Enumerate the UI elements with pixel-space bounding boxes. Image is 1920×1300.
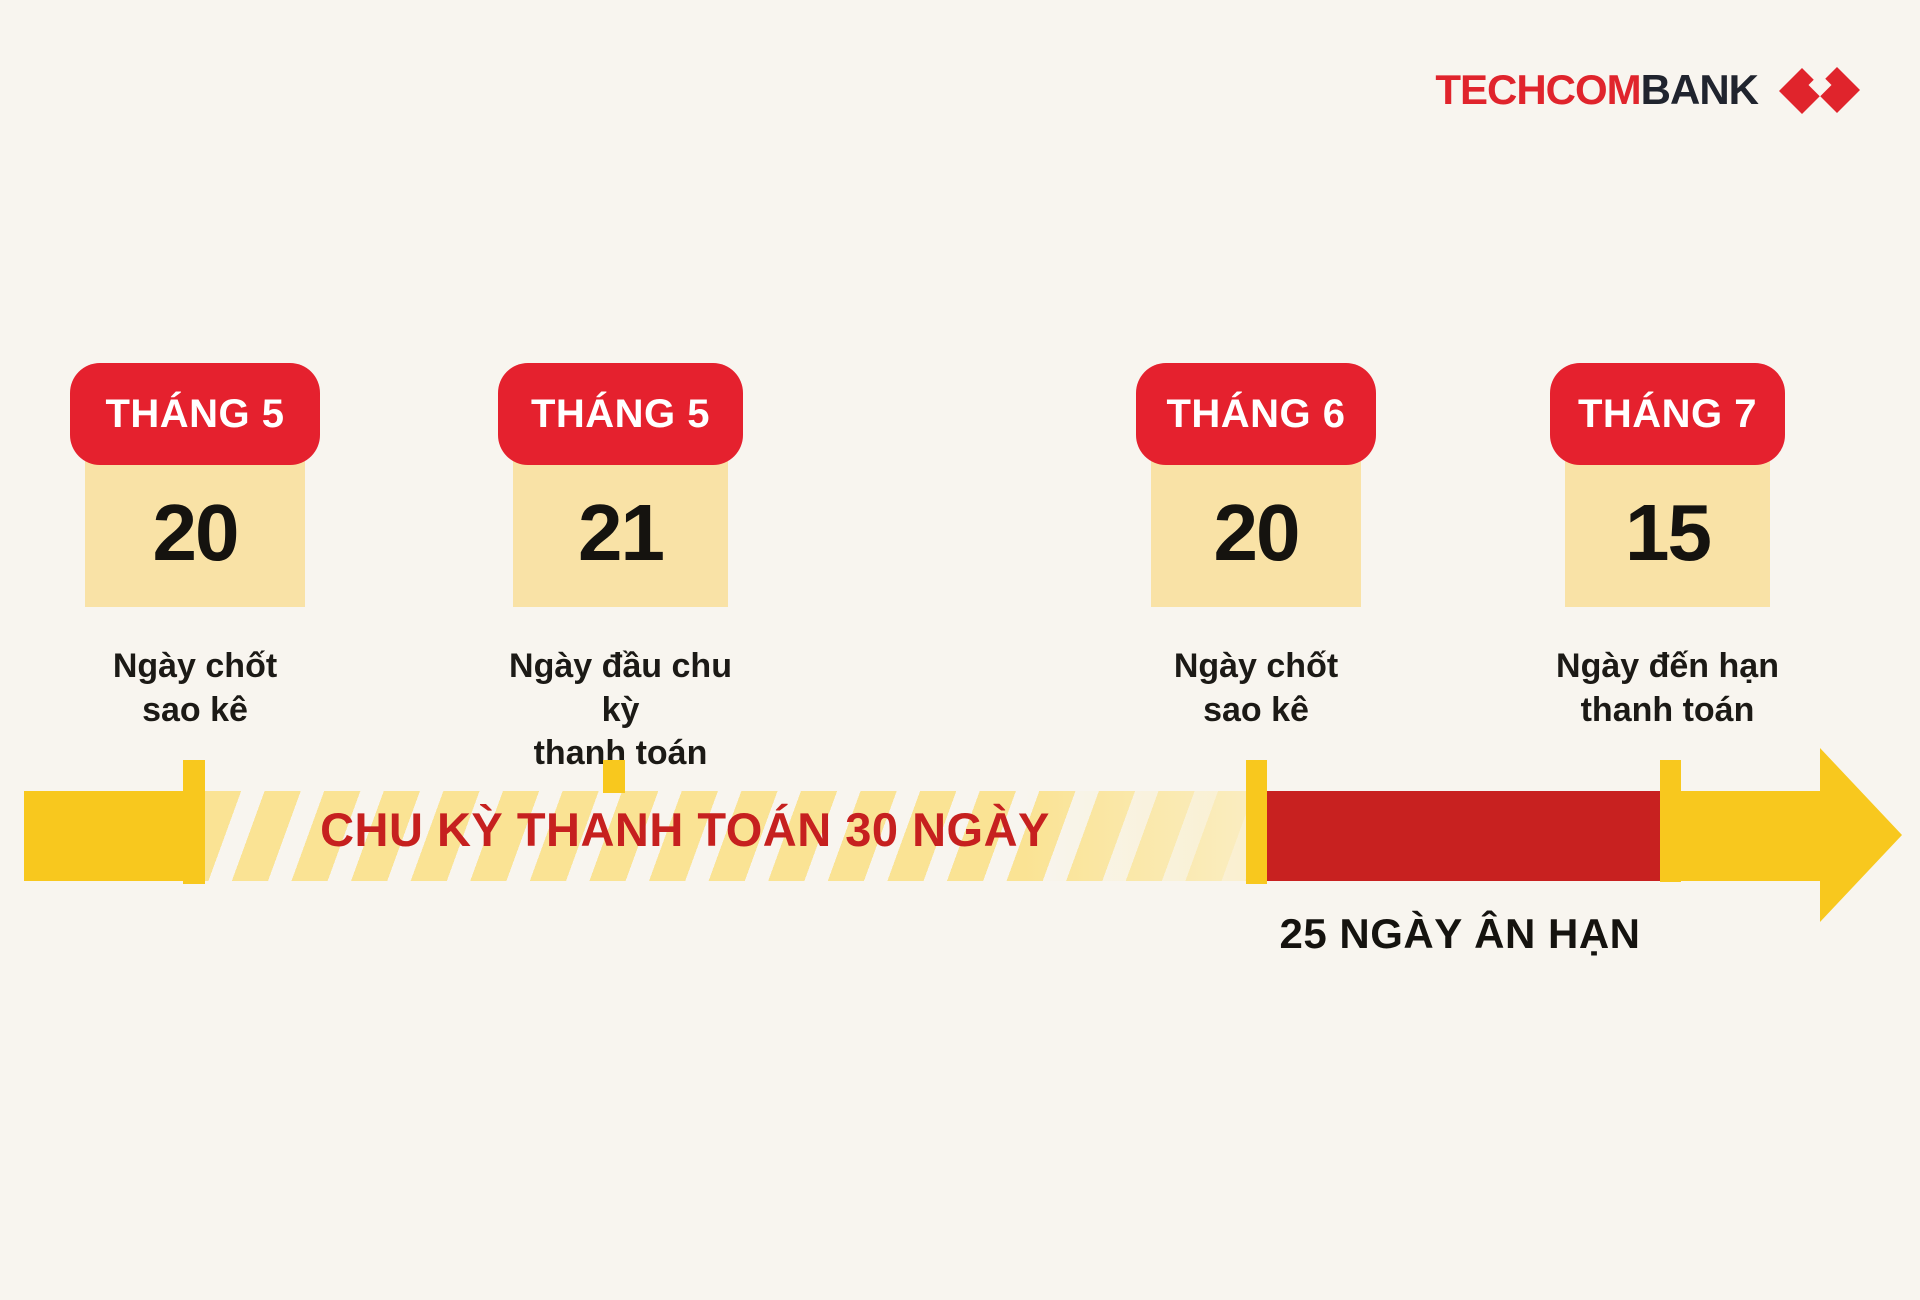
caption-line-1: Ngày đầu chu kỳ xyxy=(509,647,732,729)
card-caption: Ngày chốt sao kê xyxy=(1136,645,1376,732)
day-number: 21 xyxy=(513,459,728,607)
logo-text-bank: BANK xyxy=(1640,66,1759,113)
month-pill: THÁNG 5 xyxy=(498,363,743,465)
timeline-tick-statement-may xyxy=(183,760,205,884)
calendar-card-due-date: THÁNG 7 15 Ngày đến hạn thanh toán xyxy=(1550,363,1785,732)
timeline-tick-due-date xyxy=(1660,760,1681,882)
caption-line-2: thanh toán xyxy=(1580,690,1755,729)
timeline-tick-statement-june xyxy=(1246,760,1267,884)
calendar-card-statement-may: THÁNG 5 20 Ngày chốt sao kê xyxy=(70,363,320,732)
day-number: 20 xyxy=(85,459,305,607)
caption-line-2: sao kê xyxy=(1203,690,1309,729)
timeline-start-bar xyxy=(24,791,185,881)
timeline-tick-cycle-start xyxy=(603,760,625,793)
techcombank-diamond-icon xyxy=(1779,67,1860,114)
month-pill: THÁNG 5 xyxy=(70,363,320,465)
payment-cycle-label: CHU KỲ THANH TOÁN 30 NGÀY xyxy=(320,803,1050,856)
techcombank-logo-text: TECHCOMBANK xyxy=(1435,66,1759,113)
caption-line-1: Ngày đến hạn xyxy=(1556,647,1779,685)
card-caption: Ngày đến hạn thanh toán xyxy=(1550,645,1785,732)
caption-line-2: sao kê xyxy=(142,690,248,729)
card-caption: Ngày đầu chu kỳ thanh toán xyxy=(498,645,743,776)
payment-cycle-striped-band xyxy=(205,791,1255,881)
month-pill: THÁNG 7 xyxy=(1550,363,1785,465)
grace-period-label: 25 NGÀY ÂN HẠN xyxy=(1279,910,1641,957)
techcombank-logo: TECHCOMBANK xyxy=(1435,55,1874,125)
timeline-arrow-head-icon xyxy=(1820,748,1902,922)
grace-period-bar xyxy=(1267,791,1660,881)
day-number: 15 xyxy=(1565,459,1770,607)
caption-line-1: Ngày chốt xyxy=(1173,647,1339,685)
caption-line-1: Ngày chốt xyxy=(112,647,278,685)
calendar-card-statement-june: THÁNG 6 20 Ngày chốt sao kê xyxy=(1136,363,1376,732)
logo-text-techcom: TECHCOM xyxy=(1435,66,1641,113)
calendar-card-cycle-start: THÁNG 5 21 Ngày đầu chu kỳ thanh toán xyxy=(498,363,743,776)
timeline-end-bar xyxy=(1681,791,1820,881)
striped-band-fade xyxy=(1025,791,1255,881)
day-number: 20 xyxy=(1151,459,1361,607)
month-pill: THÁNG 6 xyxy=(1136,363,1376,465)
card-caption: Ngày chốt sao kê xyxy=(70,645,320,732)
